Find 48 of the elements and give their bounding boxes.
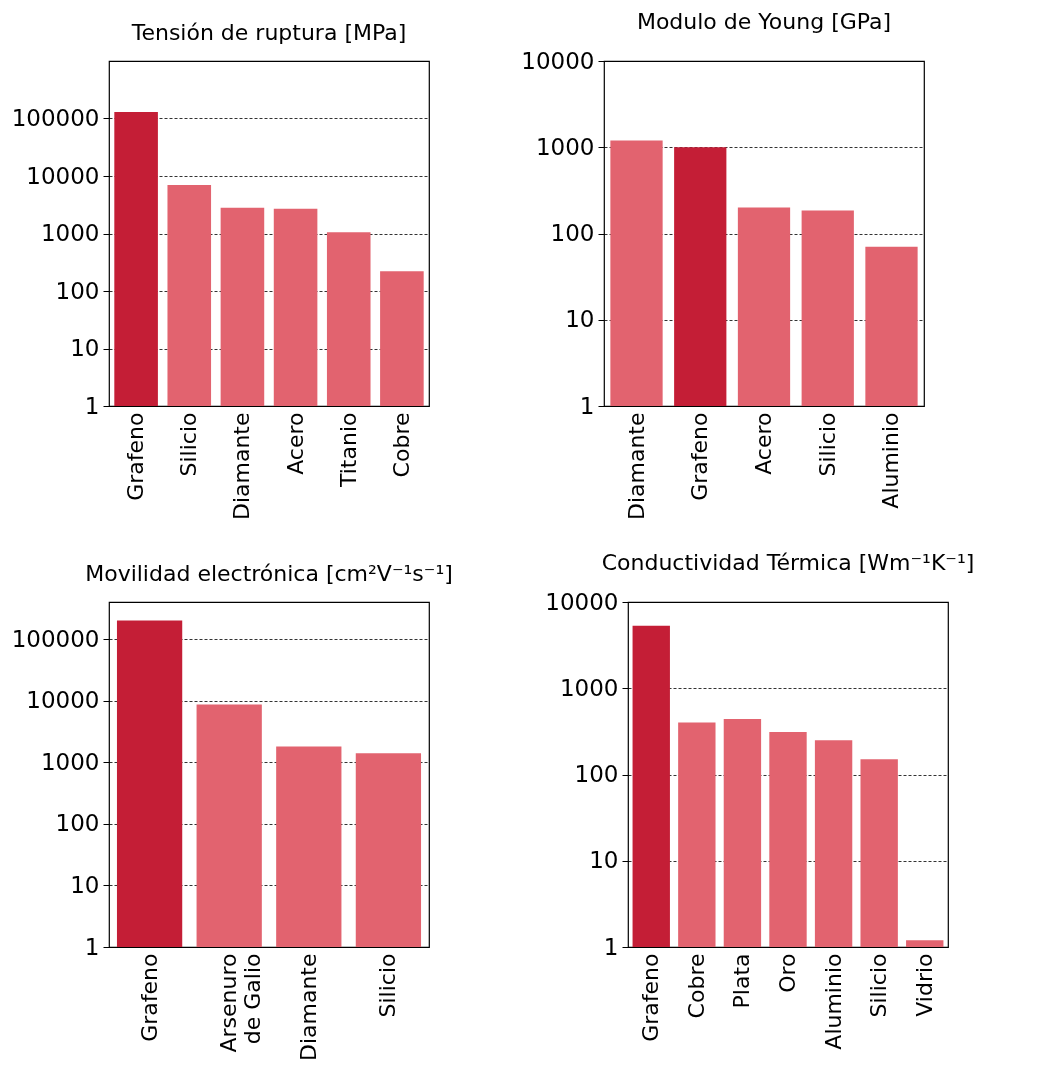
- y-tick-label: 1: [84, 933, 100, 960]
- x-tick-label: Diamante: [295, 953, 321, 1062]
- y-tick-label: 10: [70, 871, 100, 898]
- x-tick-label: Aluminio: [820, 953, 846, 1050]
- x-tick-label: Silicio: [814, 412, 840, 477]
- x-tick-label: Oro: [775, 953, 800, 993]
- y-tick-label: 10000: [521, 47, 595, 74]
- y-tick-label: 10000: [26, 162, 100, 189]
- y-tick-label: 1: [579, 392, 595, 419]
- y-tick-label: 10: [589, 847, 619, 874]
- y-tick-label: 10000: [26, 687, 100, 714]
- x-tick-label: Cobre: [388, 412, 414, 478]
- x-tick-label: Diamante: [623, 412, 649, 521]
- y-tick-label: 100: [55, 810, 100, 837]
- y-tick-label: 100000: [11, 625, 100, 652]
- y-tick-label: 10000: [545, 588, 619, 615]
- chart-title: Movilidad electrónica [cm²V⁻¹s⁻¹]: [85, 561, 453, 586]
- x-tick-label: Acero: [751, 412, 776, 475]
- x-tick-label: Arsenuro de Galio: [216, 953, 266, 1053]
- y-tick-label: 10: [70, 335, 100, 361]
- x-tick-label: Silicio: [176, 412, 202, 477]
- chart-title: Tensión de ruptura [MPa]: [130, 20, 407, 45]
- y-tick-label: 1000: [40, 748, 100, 775]
- y-tick-label: 100: [550, 220, 595, 246]
- x-tick-label: Grafeno: [687, 412, 713, 501]
- x-tick-label: Acero: [282, 412, 308, 475]
- x-tick-label: Grafeno: [638, 953, 664, 1042]
- x-tick-label: Plata: [729, 953, 755, 1009]
- y-tick-label: 100000: [11, 105, 100, 131]
- x-tick-label: Titanio: [335, 412, 361, 488]
- chart-title: Modulo de Young [GPa]: [636, 9, 892, 34]
- chart-title: Conductividad Térmica [Wm⁻¹K⁻¹]: [601, 550, 975, 575]
- x-tick-label: Aluminio: [878, 412, 904, 509]
- x-tick-label: Grafeno: [136, 953, 162, 1042]
- y-tick-label: 1: [84, 392, 100, 419]
- y-tick-label: 1000: [559, 674, 619, 701]
- x-tick-label: Diamante: [229, 412, 255, 521]
- x-tick-label: Grafeno: [123, 412, 149, 501]
- x-tick-label: Silicio: [866, 953, 892, 1018]
- x-tick-label: Vidrio: [911, 953, 937, 1017]
- y-tick-label: 100: [55, 277, 100, 304]
- y-tick-label: 1: [603, 933, 619, 960]
- y-tick-label: 1000: [40, 220, 100, 246]
- x-tick-label: Silicio: [375, 953, 401, 1018]
- y-tick-label: 100: [574, 761, 619, 787]
- y-tick-label: 10: [565, 306, 595, 333]
- x-tick-label: Cobre: [683, 953, 709, 1019]
- y-tick-label: 1000: [535, 133, 595, 160]
